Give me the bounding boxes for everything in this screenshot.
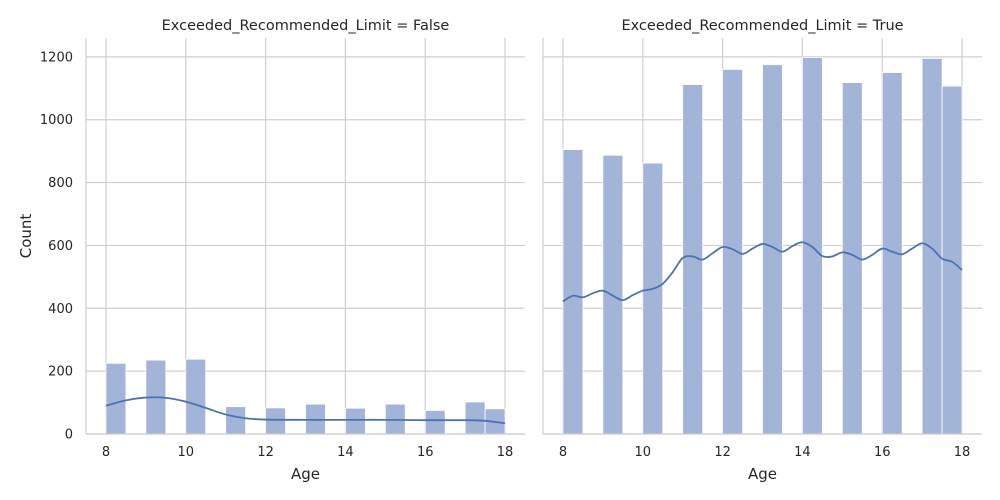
- y-tick-label: 200: [48, 365, 73, 380]
- histogram-bars: [105, 358, 506, 435]
- x-tick-label: 12: [257, 445, 274, 460]
- x-tick-label: 14: [337, 445, 354, 460]
- kde-line: [562, 241, 963, 303]
- y-tick-label: 400: [48, 302, 73, 317]
- histogram-bar: [562, 149, 584, 435]
- histogram-bar: [642, 162, 664, 435]
- x-tick-labels: 8 10 12 14 16 18: [102, 445, 514, 460]
- histogram-bar: [185, 358, 207, 435]
- histogram-bars: [562, 57, 963, 435]
- histogram-bar: [225, 406, 247, 435]
- kde-layer: [562, 241, 963, 303]
- y-tick-label: 600: [48, 239, 73, 254]
- histogram-bar: [802, 57, 823, 435]
- histogram-bar: [265, 407, 286, 435]
- panel-exceeded-false: Exceeded_Recommended_Limit = False 8 10 12…: [17, 18, 525, 483]
- histogram-bar: [602, 154, 624, 435]
- x-tick-labels: 8 10 12 14 16 18: [559, 445, 971, 460]
- kde-layer: [105, 396, 506, 425]
- panel-title: Exceeded_Recommended_Limit = True: [621, 18, 903, 34]
- x-tick-label: 16: [417, 445, 434, 460]
- axis-spines: [85, 38, 525, 435]
- x-tick-label: 8: [102, 445, 110, 460]
- x-tick-label: 12: [714, 445, 731, 460]
- panel-title: Exceeded_Recommended_Limit = False: [162, 18, 450, 34]
- histogram-bar: [105, 362, 127, 435]
- x-axis-label: Age: [291, 465, 320, 483]
- histogram-bar: [921, 58, 943, 435]
- y-tick-labels: 0 200 400 600 800 1000 1200: [40, 50, 73, 442]
- histogram-bar: [722, 69, 743, 435]
- y-axis-label: Count: [17, 214, 35, 259]
- x-tick-label: 18: [954, 445, 971, 460]
- histogram-bar: [345, 407, 366, 435]
- grid-lines: [86, 38, 525, 435]
- histogram-bar: [762, 64, 783, 435]
- x-axis-label: Age: [748, 465, 777, 483]
- x-tick-label: 14: [794, 445, 811, 460]
- x-tick-label: 10: [177, 445, 194, 460]
- y-tick-label: 800: [48, 176, 73, 191]
- x-tick-label: 18: [497, 445, 514, 460]
- y-tick-label: 0: [65, 428, 73, 443]
- y-tick-label: 1000: [40, 113, 73, 128]
- kde-line: [105, 396, 506, 425]
- x-tick-label: 10: [634, 445, 651, 460]
- histogram-bar: [464, 401, 486, 435]
- y-tick-label: 1200: [40, 50, 73, 65]
- panel-exceeded-true: Exceeded_Recommended_Limit = True 8 10 12 1…: [542, 18, 982, 483]
- x-tick-label: 16: [874, 445, 891, 460]
- x-tick-label: 8: [559, 445, 567, 460]
- histogram-bar: [424, 410, 446, 435]
- axis-spines: [542, 38, 982, 435]
